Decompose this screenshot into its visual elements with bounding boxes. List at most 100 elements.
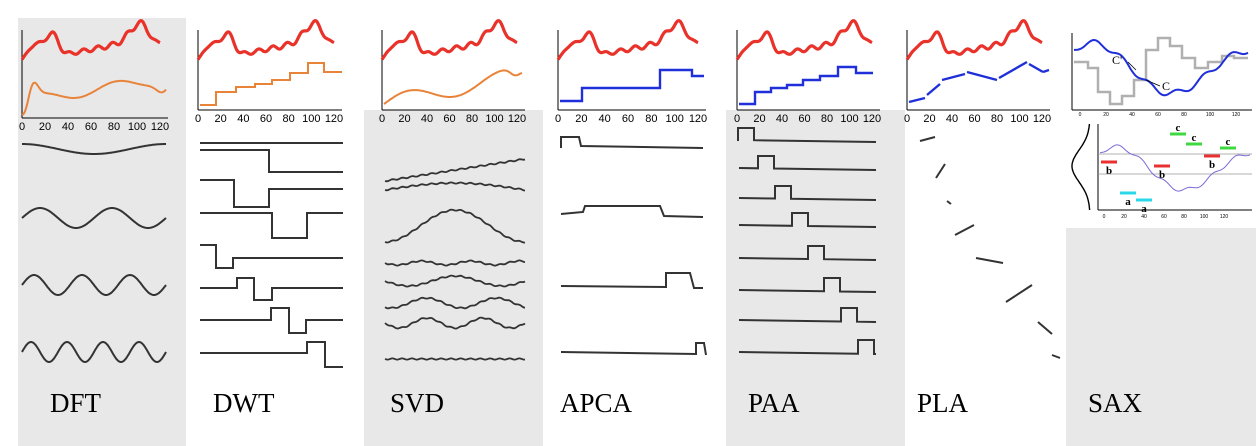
svd-basis-function (384, 259, 525, 267)
x-tick-label-dft: 40 (62, 121, 74, 133)
x-tick-label-pla: 100 (1010, 113, 1028, 125)
sax-top-tick-label: 100 (1206, 112, 1215, 118)
sax-paa-approximation (1074, 36, 1248, 106)
dwt-basis-function (200, 277, 343, 301)
x-tick-label-paa: 80 (821, 113, 833, 125)
sax-annotation-c-prime: C' (1112, 53, 1122, 67)
sax-symbol-label: b (1159, 169, 1165, 181)
x-tick-label-pla: 80 (991, 113, 1003, 125)
x-tick-label-dwt: 0 (195, 113, 201, 125)
x-tick-label-paa: 120 (863, 113, 881, 125)
pla-basis-segment (975, 257, 1004, 264)
sax-symbol-label: a (1125, 196, 1131, 208)
paa-basis-function (738, 185, 877, 201)
x-tick-label-apca: 80 (645, 113, 657, 125)
sax-top-tick-label: 20 (1103, 112, 1109, 118)
svd-basis-function (384, 357, 526, 361)
x-tick-label-apca: 100 (665, 113, 683, 125)
sax-bottom-tick-label: 80 (1181, 214, 1187, 220)
mini-chart-paa: 0 20 40 60 80 100 120 (734, 30, 881, 125)
dwt-basis-function (200, 212, 343, 239)
x-tick-label-svd: 120 (508, 113, 526, 125)
panel-svd: SVD (364, 110, 543, 446)
sax-original-series (1074, 38, 1249, 97)
sax-top-tick-label: 40 (1129, 112, 1135, 118)
pla-approximation-segment (1042, 68, 1050, 74)
panel-label-dft: DFT (50, 388, 102, 418)
sax-top-tick-label: 60 (1155, 112, 1161, 118)
x-tick-label-dft: 80 (108, 121, 120, 133)
x-tick-label-apca: 40 (599, 113, 611, 125)
apca-basis-function (560, 136, 704, 149)
x-tick-label-dft: 0 (19, 121, 25, 133)
sax-annotation-c: C (1162, 79, 1170, 93)
apca-approximation-line (560, 68, 704, 103)
x-tick-label-dwt: 120 (325, 113, 343, 125)
pla-basis-segment (946, 200, 952, 205)
panel-background-svd (364, 110, 543, 446)
paa-basis-function (738, 307, 877, 323)
original-series-pla (905, 19, 1043, 61)
paa-basis-function (737, 127, 877, 143)
pla-basis-segment (1005, 284, 1033, 303)
paa-approximation-line (739, 65, 873, 106)
mini-chart-dwt: 0 20 40 60 80 100 120 (195, 30, 343, 125)
panel-label-pla: PLA (917, 388, 969, 418)
x-tick-label-dwt: 40 (237, 113, 249, 125)
pla-approximation-segment (908, 96, 926, 104)
mini-chart-pla: 0 20 40 60 80 100 120 (904, 30, 1051, 125)
sax-bottom-tick-label: 100 (1200, 214, 1209, 220)
pla-approximation-segment (926, 83, 941, 96)
pla-basis-segment (1037, 321, 1053, 335)
paa-basis-function (738, 245, 877, 261)
original-series-svd (380, 19, 518, 61)
pla-approximation-segment (1028, 62, 1044, 74)
x-tick-label-dft: 100 (128, 121, 146, 133)
panel-label-sax: SAX (1088, 388, 1143, 418)
svd-basis-function (384, 274, 526, 288)
panel-paa: PAA (726, 110, 905, 446)
panel-apca: APCA (560, 388, 633, 418)
x-tick-label-apca: 0 (555, 113, 561, 125)
x-tick-label-svd: 0 (379, 113, 385, 125)
paa-basis-function (738, 277, 877, 293)
dwt-approximation-line (200, 62, 342, 106)
svd-approximation-line (383, 69, 523, 105)
sax-symbol-label: c (1226, 136, 1231, 148)
x-tick-label-svd: 60 (443, 113, 455, 125)
sax-inset-background (1066, 18, 1256, 228)
x-tick-label-dwt: 80 (283, 113, 295, 125)
panel-label-paa: PAA (748, 388, 800, 418)
x-tick-label-svd: 100 (485, 113, 503, 125)
x-tick-label-apca: 20 (575, 113, 587, 125)
panel-dwt: DWT (213, 388, 275, 418)
panel-label-dwt: DWT (213, 388, 275, 418)
pla-approximation-segment (998, 60, 1028, 80)
dft-basis-function (21, 340, 167, 364)
sax-bottom-tick-label: 120 (1220, 214, 1229, 220)
apca-basis-function (560, 205, 704, 218)
x-tick-label-paa: 60 (798, 113, 810, 125)
apca-basis-function (560, 342, 707, 356)
paa-basis-function (738, 339, 876, 355)
x-tick-label-pla: 20 (923, 113, 935, 125)
svd-basis-function (384, 316, 526, 330)
sax-symbol-label: b (1209, 159, 1215, 171)
x-tick-label-pla: 60 (968, 113, 980, 125)
original-series-apca (556, 19, 699, 61)
x-tick-label-pla: 120 (1033, 113, 1051, 125)
x-tick-label-apca: 60 (622, 113, 634, 125)
dwt-basis-function (200, 244, 343, 269)
pla-approximation-segment (941, 72, 966, 82)
dwt-basis-function (200, 341, 343, 368)
original-series-dft (20, 19, 161, 61)
pla-basis-segment (935, 163, 946, 179)
sax-symbol-label: c (1192, 132, 1197, 144)
paa-basis-function (738, 212, 877, 228)
mini-chart-dft: 0 20 40 60 80 100 120 (19, 30, 169, 133)
sax-bottom-tick-label: 60 (1161, 214, 1167, 220)
apca-basis-function (560, 272, 703, 289)
dwt-basis-function (200, 179, 343, 208)
